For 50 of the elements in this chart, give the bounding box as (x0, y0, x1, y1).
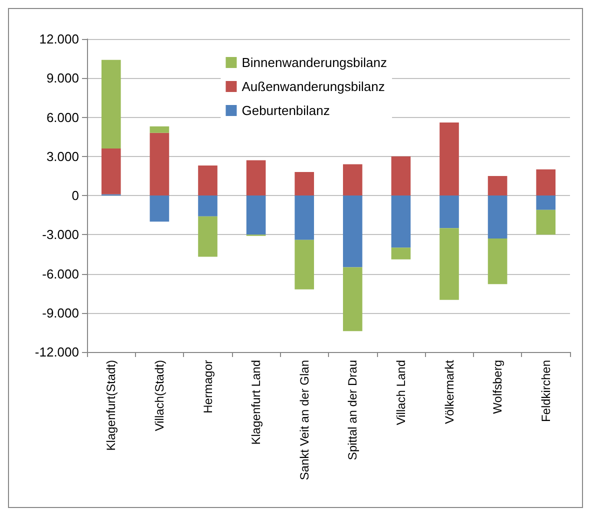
bar (101, 60, 121, 149)
y-tick-label: 0 (72, 188, 79, 203)
x-tick-label: Villach(Stadt) (152, 360, 166, 432)
y-tick-label: 3.000 (46, 148, 79, 164)
bar (150, 196, 170, 222)
bar (342, 196, 362, 268)
bar (488, 176, 508, 196)
y-tick-label: -3.000 (42, 227, 79, 242)
bar (150, 126, 170, 133)
bar (391, 196, 411, 248)
x-tick-label: Spittal an der Drau (346, 360, 360, 460)
x-tick-label: Sankt Veit an der Glan (297, 360, 312, 480)
y-tick-label: -12.000 (34, 344, 79, 360)
bar (440, 228, 459, 300)
x-tick-label: Völkermarkt (442, 359, 456, 424)
legend-label: Außenwanderungsbilanz (242, 79, 385, 94)
y-tick-label: 12.000 (39, 32, 79, 46)
bar (294, 172, 314, 196)
bar (246, 196, 266, 235)
bar (150, 132, 170, 196)
bar (294, 240, 314, 290)
bar (198, 216, 218, 257)
x-tick-label: Klagenfurt(Stadt) (104, 360, 118, 451)
x-tick-label: Feldkirchen (538, 360, 553, 422)
x-tick-label: Hermagor (200, 360, 215, 414)
legend-label: Geburtenbilanz (242, 103, 330, 118)
bar (536, 169, 556, 196)
bar (198, 196, 218, 216)
bar (536, 210, 556, 235)
y-tick-label: 9.000 (46, 70, 79, 86)
x-tick-label: Villach Land (394, 360, 408, 426)
bar (391, 156, 411, 196)
x-tick-label: Wolfsberg (490, 360, 505, 414)
bar (391, 248, 411, 260)
bar (488, 238, 508, 284)
y-tick-label: -9.000 (42, 305, 79, 320)
bar (294, 196, 314, 240)
bar (488, 196, 508, 239)
bar (536, 196, 556, 210)
bar (342, 267, 362, 332)
bar (198, 166, 218, 196)
bar (440, 122, 459, 196)
legend-label: Binnenwanderungsbilanz (242, 55, 388, 70)
bar (101, 148, 121, 194)
y-tick-label: -6.000 (42, 266, 79, 282)
y-tick-label: 6.000 (46, 110, 79, 125)
bar (342, 164, 362, 196)
bar (246, 160, 266, 196)
x-tick-label: Klagenfurt Land (249, 360, 264, 445)
bar (440, 196, 459, 228)
